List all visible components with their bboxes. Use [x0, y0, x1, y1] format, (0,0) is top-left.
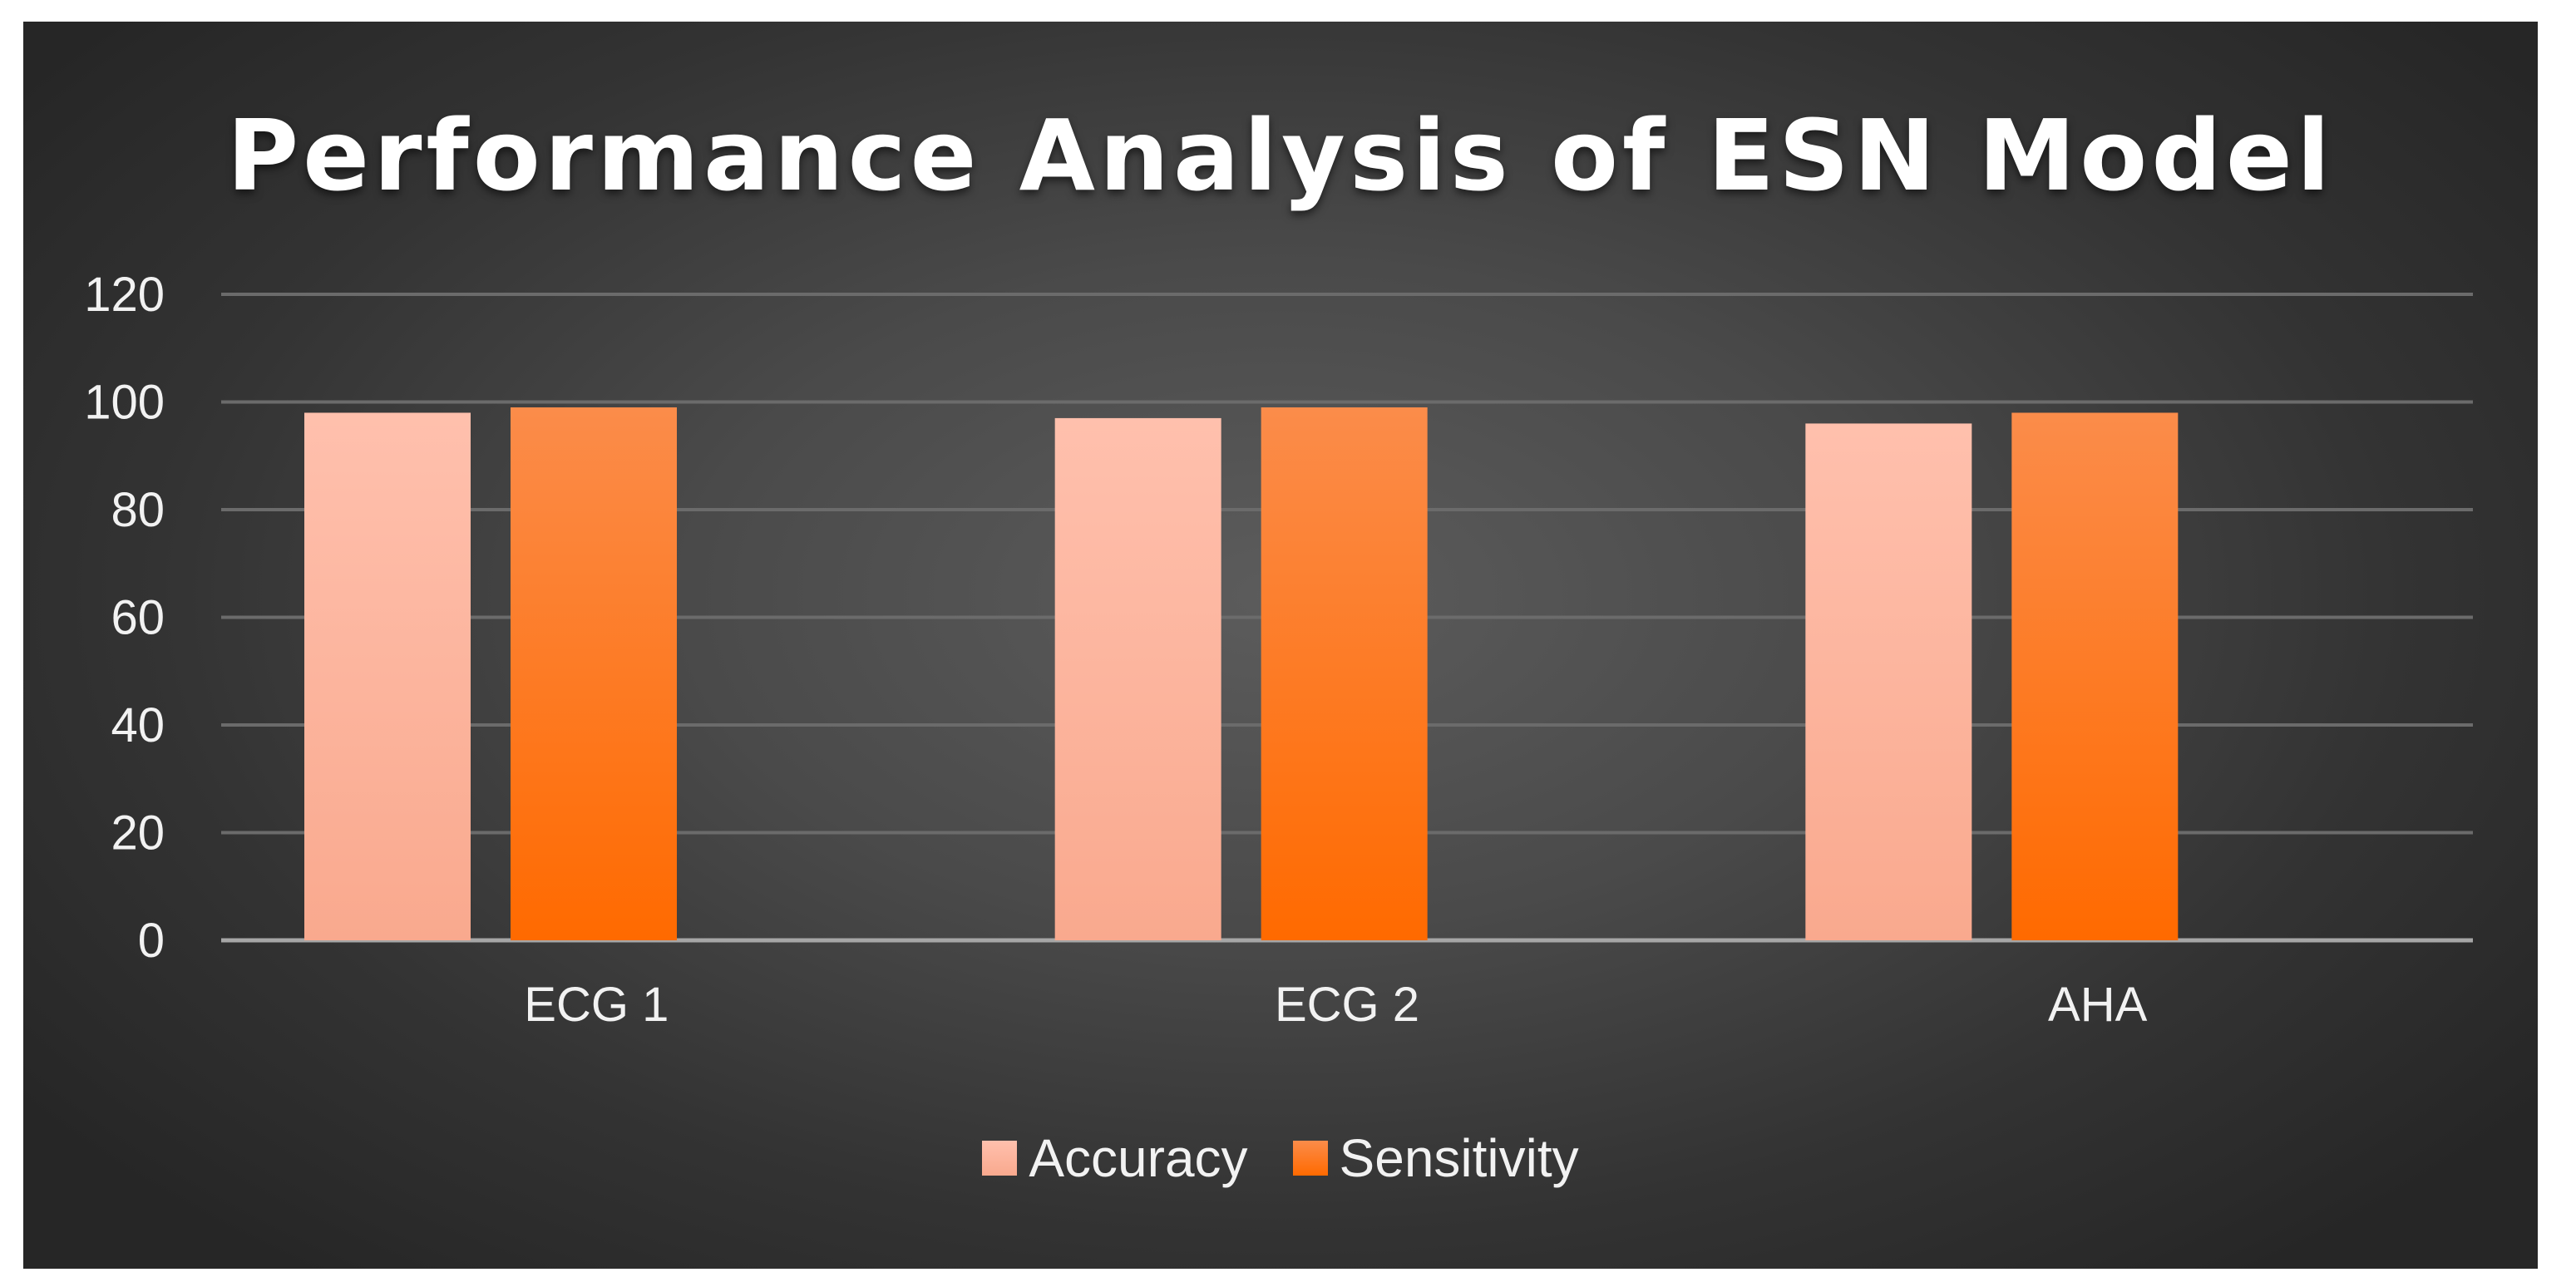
y-tick-label-80: 80 — [111, 483, 165, 537]
chart-title: Performance Analysis of ESN Model — [226, 98, 2335, 213]
bar-accuracy-ecg-1 — [304, 412, 471, 940]
x-category-label-ecg-1: ECG 1 — [524, 978, 669, 1032]
y-tick-label-20: 20 — [111, 806, 165, 860]
y-tick-label-0: 0 — [138, 914, 165, 968]
y-tick-label-120: 120 — [84, 268, 165, 322]
x-category-label-aha: AHA — [2048, 978, 2148, 1032]
y-tick-label-60: 60 — [111, 591, 165, 645]
legend: Accuracy Sensitivity — [23, 1127, 2538, 1189]
chart-panel: Performance Analysis of ESN Model 0 20 40 6… — [23, 22, 2538, 1269]
y-axis-ticks: 0 20 40 60 80 100 120 — [84, 268, 165, 968]
x-category-label-ecg-2: ECG 2 — [1275, 978, 1419, 1032]
bar-accuracy-aha — [1805, 423, 1972, 940]
bar-sensitivity-ecg-2 — [1261, 407, 1428, 941]
bar-accuracy-ecg-2 — [1054, 417, 1221, 940]
x-axis-categories: ECG 1 ECG 2 AHA — [524, 978, 2147, 1032]
legend-label-accuracy: Accuracy — [1029, 1128, 1248, 1188]
legend-item-sensitivity: Sensitivity — [1292, 1127, 1579, 1189]
y-tick-label-100: 100 — [84, 376, 165, 430]
y-tick-label-40: 40 — [111, 698, 165, 752]
legend-label-sensitivity: Sensitivity — [1339, 1128, 1579, 1188]
bar-sensitivity-ecg-1 — [511, 407, 677, 941]
legend-item-accuracy: Accuracy — [982, 1127, 1248, 1189]
bar-sensitivity-aha — [2011, 412, 2179, 940]
bar-chart: 0 20 40 60 80 100 120 ECG 1 ECG 2 AHA — [84, 268, 2473, 1032]
bars — [304, 407, 2179, 941]
legend-swatch-accuracy — [982, 1141, 1018, 1176]
legend-swatch-sensitivity — [1292, 1141, 1328, 1176]
